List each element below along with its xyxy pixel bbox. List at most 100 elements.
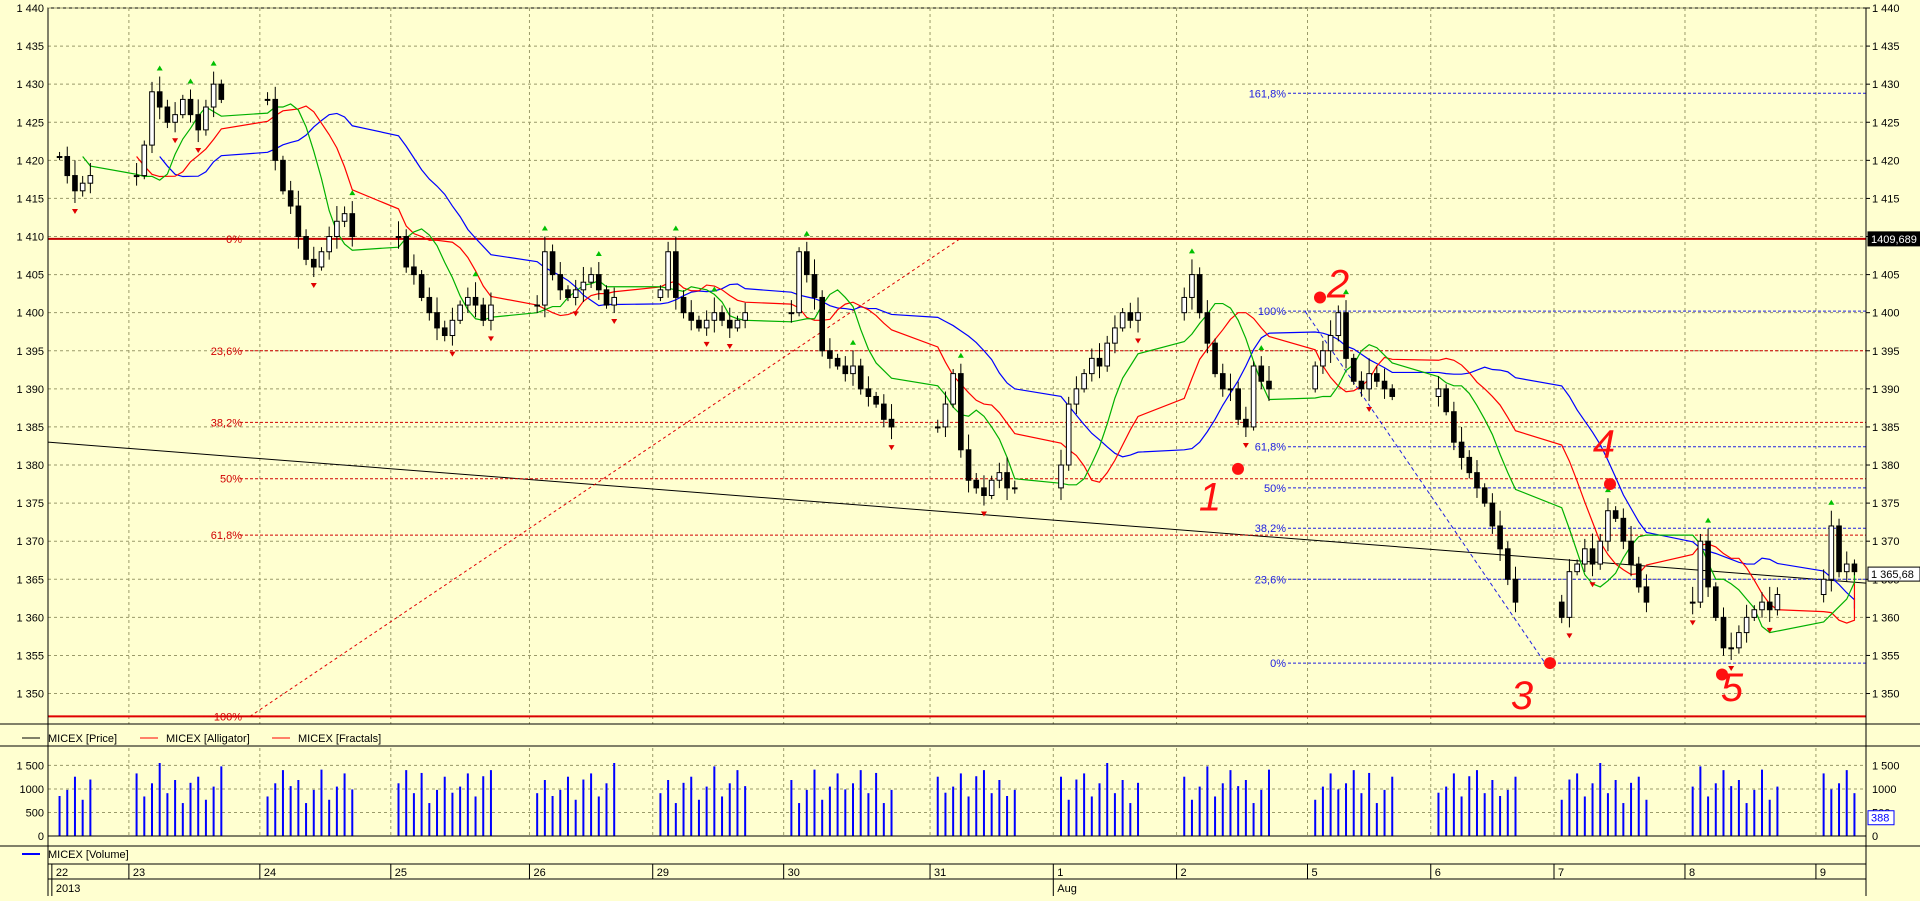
candle-up bbox=[203, 106, 209, 131]
x-tick-label: 22 bbox=[56, 867, 68, 879]
candle-down bbox=[1612, 510, 1619, 519]
y-tick-label-right: 1 370 bbox=[1872, 536, 1900, 548]
fractal-up-marker bbox=[349, 190, 356, 196]
last-price-tag-box bbox=[1867, 566, 1920, 582]
y-tick-label-right: 1 390 bbox=[1872, 384, 1900, 396]
candle-down bbox=[1343, 312, 1349, 359]
x-tick-label: 30 bbox=[788, 867, 800, 879]
candle-up bbox=[1011, 487, 1018, 490]
candle-up bbox=[1181, 296, 1188, 314]
candle-down bbox=[834, 357, 841, 367]
candle-up bbox=[133, 175, 140, 178]
candle-up bbox=[449, 319, 456, 337]
candle-down bbox=[1443, 388, 1449, 413]
y-tick-label-right: 1 400 bbox=[1872, 308, 1900, 320]
candle-down bbox=[1512, 578, 1519, 603]
candles bbox=[56, 71, 1858, 661]
x-tick-label: 9 bbox=[1820, 867, 1826, 879]
fib-trend-line bbox=[249, 238, 961, 717]
fib-blue-label: 161,8% bbox=[1249, 88, 1287, 100]
candle-down bbox=[1258, 365, 1265, 382]
candle-down bbox=[803, 251, 810, 276]
y-tick-label-left: 1 385 bbox=[16, 422, 44, 434]
candle-up bbox=[1566, 571, 1573, 618]
candle-down bbox=[1451, 411, 1457, 443]
x-year-label: 2013 bbox=[56, 883, 80, 895]
candle-down bbox=[1620, 517, 1627, 542]
candle-up bbox=[1736, 632, 1742, 649]
fib-blue-label: 100% bbox=[1258, 306, 1286, 318]
candle-up bbox=[87, 175, 94, 184]
y-tick-label-left: 1 420 bbox=[16, 155, 44, 167]
x-tick-label: 8 bbox=[1689, 867, 1695, 879]
legend-price: MICEX [Price] bbox=[48, 733, 117, 745]
candle-down bbox=[156, 91, 163, 108]
candle-down bbox=[1466, 456, 1473, 474]
volume-tick-label-right: 1000 bbox=[1872, 784, 1896, 796]
fractal-down-marker bbox=[487, 336, 494, 342]
candle-down bbox=[1635, 563, 1642, 588]
fractal-up-marker bbox=[595, 251, 602, 257]
candle-up bbox=[611, 296, 618, 306]
y-tick-label-left: 1 405 bbox=[16, 270, 44, 282]
candle-up bbox=[1312, 365, 1319, 390]
y-tick-label-left: 1 440 bbox=[16, 3, 44, 15]
candle-up bbox=[1774, 594, 1781, 611]
candle-down bbox=[1489, 502, 1496, 527]
fibonacci-levels: 0%23,6%38,2%50%61,8%100%161,8%100%61,8%5… bbox=[211, 88, 1866, 723]
candle-down bbox=[418, 274, 425, 298]
candle-up bbox=[657, 289, 664, 298]
legend-fractals: MICEX [Fractals] bbox=[298, 733, 381, 745]
candle-down bbox=[1589, 548, 1596, 565]
fractal-down-marker bbox=[310, 283, 317, 289]
candle-down bbox=[719, 312, 725, 321]
last-volume-tag-box bbox=[1867, 810, 1895, 826]
candle-up bbox=[1605, 510, 1611, 542]
alligator-jaw-line bbox=[159, 112, 1856, 609]
candle-down bbox=[1381, 380, 1388, 390]
y-tick-label-right: 1 385 bbox=[1872, 422, 1900, 434]
candle-down bbox=[688, 312, 695, 321]
candle-down bbox=[1851, 563, 1858, 573]
x-tick-label: 23 bbox=[133, 867, 145, 879]
fractal-down-marker bbox=[195, 148, 202, 154]
candle-up bbox=[711, 312, 718, 321]
x-tick-label: 25 bbox=[395, 867, 407, 879]
candle-up bbox=[1366, 373, 1372, 390]
y-tick-label-right: 1 355 bbox=[1872, 650, 1900, 662]
candle-up bbox=[665, 251, 671, 291]
x-tick-label: 26 bbox=[533, 867, 545, 879]
candle-down bbox=[811, 274, 818, 298]
y-tick-label-left: 1 360 bbox=[16, 612, 44, 624]
candle-up bbox=[1065, 403, 1072, 466]
candle-down bbox=[865, 388, 872, 397]
y-tick-label-left: 1 355 bbox=[16, 650, 44, 662]
candle-up bbox=[534, 304, 540, 307]
candle-down bbox=[842, 365, 849, 375]
resistance-price-tag: 1409,689 bbox=[1871, 234, 1917, 246]
fractal-down-marker bbox=[1589, 582, 1596, 588]
candle-down bbox=[434, 312, 440, 329]
candle-up bbox=[1828, 525, 1835, 580]
candle-up bbox=[334, 220, 340, 238]
candle-down bbox=[280, 159, 286, 192]
annotation-label-1: 1 bbox=[1199, 476, 1221, 520]
candle-up bbox=[341, 213, 348, 222]
fractal-down-marker bbox=[1766, 627, 1773, 633]
candle-down bbox=[1004, 472, 1010, 489]
fractal-down-marker bbox=[1366, 407, 1373, 413]
candle-up bbox=[1135, 312, 1141, 321]
price-legend: MICEX [Price] MICEX [Alligator] MICEX [F… bbox=[22, 733, 381, 745]
candle-up bbox=[1582, 548, 1588, 565]
candle-down bbox=[857, 365, 864, 390]
plot-frame bbox=[47, 7, 1867, 725]
x-tick-label: 7 bbox=[1558, 867, 1564, 879]
candle-up bbox=[1058, 464, 1064, 489]
candle-up bbox=[1689, 601, 1696, 604]
candle-down bbox=[1705, 540, 1711, 588]
candle-down bbox=[557, 274, 564, 291]
candle-up bbox=[465, 296, 471, 306]
fractal-down-marker bbox=[449, 351, 456, 357]
